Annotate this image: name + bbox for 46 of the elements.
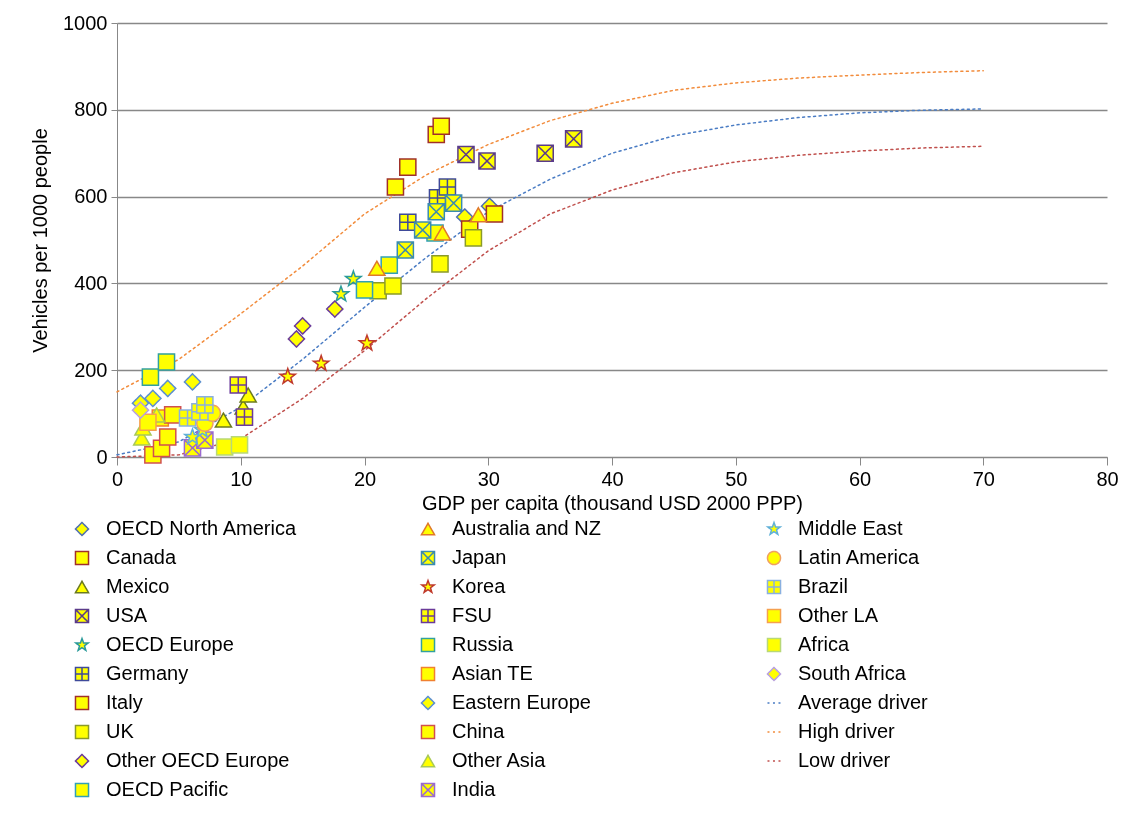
x-tick-label: 60 <box>848 467 872 490</box>
legend-label: South Africa <box>798 662 907 684</box>
x-tick-label: 20 <box>353 467 377 490</box>
legend-label: Latin America <box>798 546 921 568</box>
legend-label: Low driver <box>798 749 891 771</box>
x-tick-label: 40 <box>601 467 624 490</box>
legend-label: USA <box>106 604 148 626</box>
x-axis-title: GDP per capita (thousand USD 2000 PPP) <box>422 491 803 514</box>
legend-label: Australia and NZ <box>452 517 601 539</box>
legend-label: Canada <box>106 546 177 568</box>
x-tick-label: 10 <box>230 467 253 490</box>
legend-label: Africa <box>798 633 850 655</box>
legend-label: Asian TE <box>452 662 533 684</box>
x-tick-label: 0 <box>111 467 124 490</box>
legend-label: High driver <box>798 720 896 742</box>
legend-label: Russia <box>452 633 515 655</box>
x-tick-label: 70 <box>972 467 995 490</box>
legend-label: Japan <box>452 546 507 568</box>
legend-label: OECD Pacific <box>106 778 229 800</box>
y-tick-label: 1000 <box>63 11 108 34</box>
x-tick-label: 80 <box>1096 467 1119 490</box>
legend-label: Other OECD Europe <box>106 749 290 771</box>
legend-label: Korea <box>452 575 507 597</box>
y-tick-label: 600 <box>74 185 108 208</box>
x-tick-label: 30 <box>477 467 500 490</box>
legend-label: Eastern Europe <box>452 691 591 713</box>
legend-label: OECD Europe <box>106 633 234 655</box>
y-axis-title: Vehicles per 1000 people <box>29 128 52 353</box>
y-tick-label: 0 <box>96 445 108 468</box>
legend-label: Average driver <box>798 691 929 713</box>
legend-label: Middle East <box>798 517 903 539</box>
legend-label: Germany <box>106 662 189 684</box>
y-tick-label: 200 <box>74 358 108 381</box>
legend-label: Italy <box>106 691 143 713</box>
legend-label: OECD North America <box>106 517 297 539</box>
legend-label: India <box>452 778 497 800</box>
legend-label: Mexico <box>106 575 170 597</box>
legend-label: FSU <box>452 604 492 626</box>
legend-label: Brazil <box>798 575 849 597</box>
y-tick-label: 400 <box>74 271 108 294</box>
y-tick-label: 800 <box>74 98 108 121</box>
legend-label: Other Asia <box>452 749 547 771</box>
x-tick-label: 50 <box>725 467 748 490</box>
legend-label: China <box>452 720 506 742</box>
legend-label: UK <box>106 720 135 742</box>
legend-label: Other LA <box>798 604 879 626</box>
